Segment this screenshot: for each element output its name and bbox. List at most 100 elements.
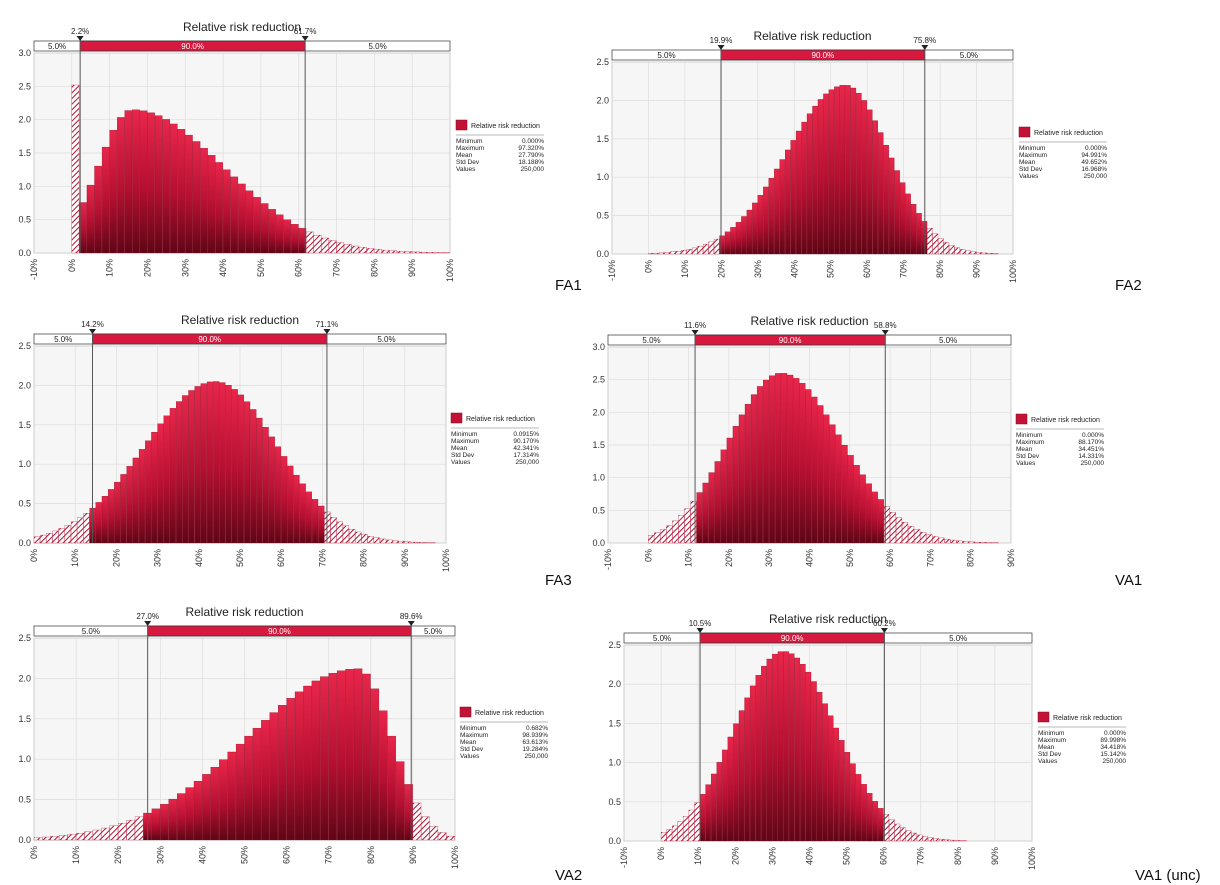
- legend-stat-label: Std Dev: [1019, 166, 1043, 173]
- histogram-bar: [688, 809, 695, 842]
- band-label-middle: 90.0%: [181, 42, 204, 51]
- histogram-bar: [902, 522, 909, 544]
- x-tick-label: 30%: [155, 846, 165, 864]
- histogram-bar: [861, 784, 867, 842]
- histogram-bar: [168, 798, 177, 841]
- histogram-bar: [260, 203, 269, 254]
- histogram-bar: [944, 538, 951, 544]
- histogram-bar: [109, 130, 118, 254]
- histogram-bar: [225, 385, 232, 544]
- histogram-bar: [888, 157, 895, 255]
- histogram-bar: [343, 244, 352, 254]
- histogram-bar: [867, 109, 873, 255]
- histogram-bar: [681, 250, 687, 255]
- histogram-bar: [108, 489, 115, 544]
- y-tick-label: 0.5: [18, 215, 31, 225]
- histogram-bar: [101, 146, 110, 254]
- histogram-bar: [711, 773, 717, 842]
- x-tick-label: 60%: [862, 260, 872, 278]
- histogram-bar: [71, 84, 80, 254]
- y-tick-label: 0.5: [608, 797, 621, 807]
- histogram-bar: [756, 386, 764, 544]
- histogram-bar: [40, 534, 47, 544]
- histogram-bar: [766, 658, 773, 842]
- histogram-bar: [648, 535, 655, 544]
- y-tick-label: 0.5: [18, 795, 31, 805]
- histogram-bar: [230, 176, 239, 254]
- histogram-bar: [738, 414, 745, 544]
- legend-swatch: [455, 119, 468, 131]
- histogram-bar: [328, 673, 337, 841]
- histogram-bar: [410, 541, 418, 544]
- histogram-bar: [866, 793, 873, 842]
- histogram-bar: [64, 525, 71, 544]
- histogram-bar: [795, 130, 802, 255]
- y-tick-label: 1.0: [18, 459, 31, 469]
- histogram-bar: [83, 513, 90, 544]
- histogram-bar: [950, 539, 957, 544]
- histogram-bar: [379, 710, 388, 841]
- x-tick-label: 50%: [826, 260, 836, 278]
- x-tick-label: 20%: [724, 549, 734, 567]
- histogram-bar: [386, 539, 393, 544]
- x-tick-label: 50%: [240, 846, 250, 864]
- histogram-bar: [653, 252, 660, 255]
- chart-title: Relative risk reduction: [185, 605, 303, 619]
- histogram-bar: [274, 446, 282, 544]
- histogram-bar: [147, 112, 155, 254]
- x-tick-label: 60%: [276, 549, 286, 567]
- x-tick-label: 20%: [730, 847, 740, 865]
- histogram-bar: [421, 816, 430, 841]
- y-tick-label: 3.0: [592, 342, 605, 352]
- legend-stat-label: Mean: [1016, 446, 1033, 453]
- legend-stat-label: Std Dev: [451, 452, 475, 459]
- histogram-bar: [944, 839, 951, 842]
- histogram-bar: [70, 521, 78, 544]
- histogram-bar: [269, 712, 279, 841]
- histogram-bar: [841, 444, 848, 544]
- histogram-bar: [733, 723, 739, 842]
- histogram-bar: [714, 461, 721, 544]
- legend-stat-label: Minimum: [451, 431, 477, 438]
- legend-stat-value: 0.0915%: [513, 431, 539, 438]
- x-tick-label: 90%: [400, 549, 410, 567]
- histogram-bar: [213, 381, 220, 544]
- y-tick-label: 2.5: [18, 633, 31, 643]
- chart-title: Relative risk reduction: [769, 612, 887, 626]
- histogram-bar: [305, 491, 312, 544]
- histogram-bar: [219, 759, 228, 841]
- histogram-bar: [877, 499, 884, 544]
- histogram-bar: [404, 541, 411, 544]
- histogram-bar: [987, 253, 993, 255]
- y-tick-label: 0.0: [596, 249, 609, 259]
- legend-stat-label: Std Dev: [456, 159, 480, 166]
- histogram-bar: [670, 251, 676, 255]
- legend-stat-value: 88.170%: [1078, 439, 1104, 446]
- high-marker-label: 75.8%: [913, 36, 936, 45]
- y-tick-label: 2.0: [592, 407, 605, 417]
- histogram-bar: [438, 832, 447, 841]
- histogram-bar: [905, 193, 911, 255]
- legend-stat-value: 0.682%: [526, 725, 548, 732]
- histogram-bar: [109, 825, 119, 841]
- histogram-bar: [349, 529, 356, 544]
- x-tick-label: 50%: [235, 549, 245, 567]
- legend-stat-value: 250,000: [1103, 758, 1127, 765]
- legend-stat-value: 250,000: [1081, 460, 1105, 467]
- histogram-bar: [298, 228, 307, 254]
- histogram-bar: [101, 827, 110, 841]
- histogram-bar: [79, 202, 87, 254]
- histogram-bar: [954, 247, 960, 255]
- y-tick-label: 0.5: [18, 499, 31, 509]
- histogram-bar: [916, 213, 922, 255]
- x-tick-label: 10%: [70, 549, 80, 567]
- y-tick-label: 2.5: [592, 375, 605, 385]
- x-tick-label: 50%: [256, 259, 266, 277]
- panel-label: VA2: [555, 867, 582, 884]
- legend-stat-value: 0.000%: [1082, 432, 1104, 439]
- x-tick-label: 20%: [111, 549, 121, 567]
- legend-stat-value: 16.968%: [1081, 166, 1107, 173]
- legend-stat-value: 18.188%: [518, 159, 544, 166]
- histogram-bar: [42, 836, 51, 841]
- low-marker-label: 10.5%: [689, 619, 712, 628]
